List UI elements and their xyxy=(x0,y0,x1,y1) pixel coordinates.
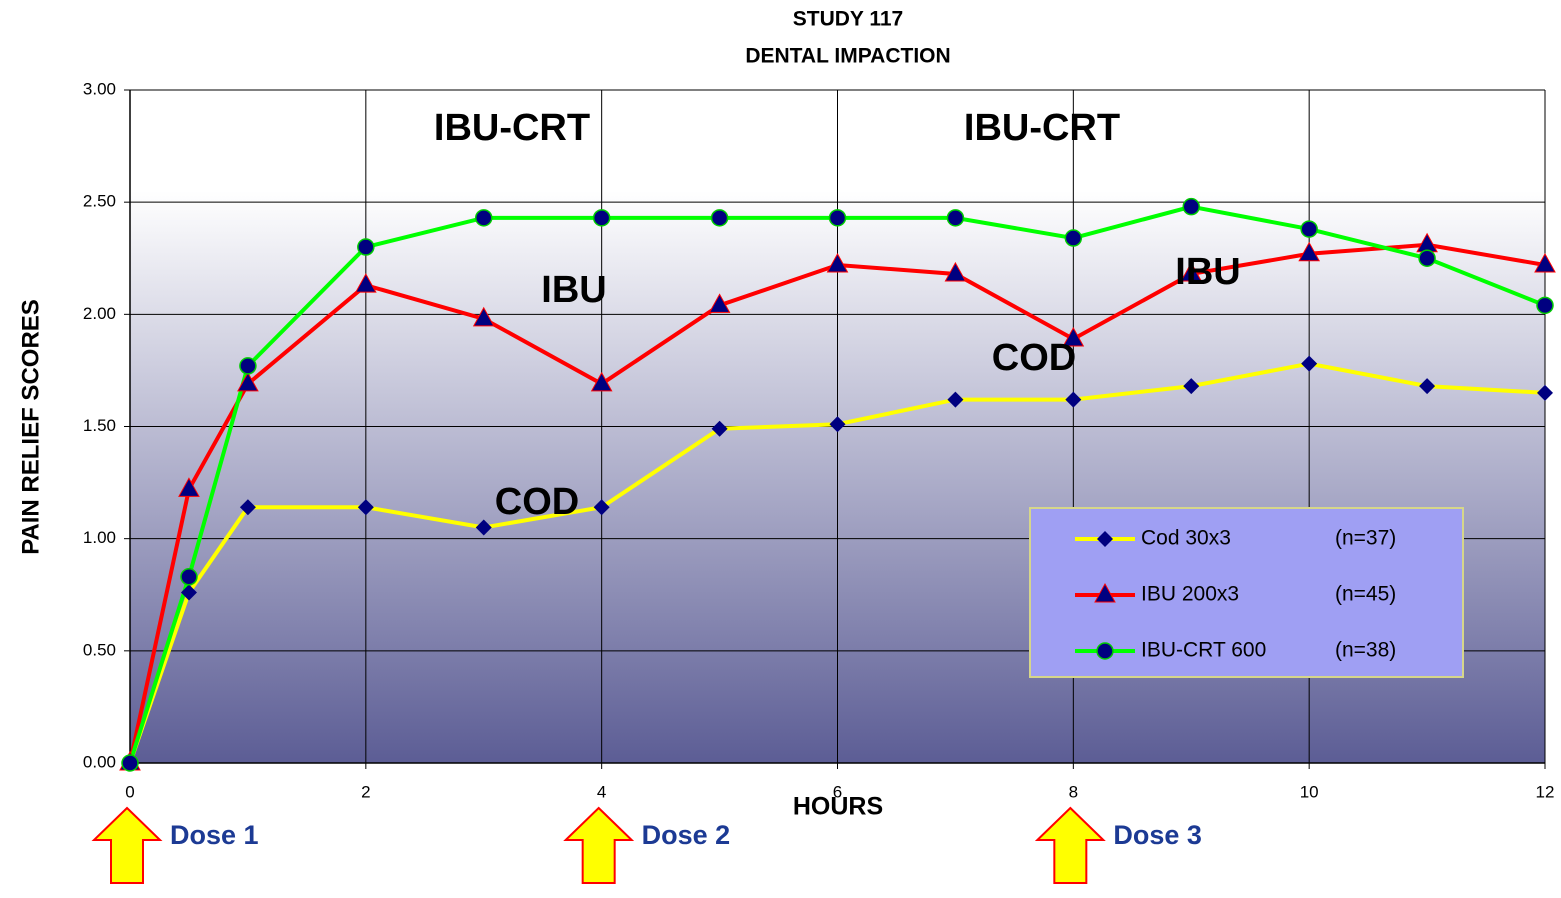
marker xyxy=(239,499,256,516)
marker xyxy=(1419,378,1436,395)
x-tick-label: 12 xyxy=(1536,782,1555,801)
marker xyxy=(1301,355,1318,372)
legend-sample: (n=37) xyxy=(1335,527,1396,550)
y-tick-label: 1.00 xyxy=(83,528,116,547)
marker xyxy=(1062,326,1085,347)
marker xyxy=(354,273,377,293)
marker xyxy=(357,238,375,256)
y-tick-label: 0.50 xyxy=(83,640,116,659)
legend-sample: (n=38) xyxy=(1335,639,1396,662)
marker xyxy=(178,477,200,497)
marker xyxy=(357,499,374,516)
marker xyxy=(239,357,257,375)
y-tick-label: 3.00 xyxy=(83,79,116,98)
marker xyxy=(711,420,728,437)
x-tick-label: 10 xyxy=(1300,782,1319,801)
marker xyxy=(237,371,259,392)
marker xyxy=(944,261,967,282)
marker xyxy=(593,499,610,516)
marker xyxy=(592,209,611,227)
y-tick-label: 2.00 xyxy=(83,304,116,323)
marker xyxy=(828,209,847,227)
annotation: IBU-CRT xyxy=(964,107,1120,149)
series-line xyxy=(128,361,1546,764)
x-tick-label: 4 xyxy=(597,782,606,801)
x-tick-label: 8 xyxy=(1069,782,1078,801)
marker xyxy=(826,252,849,273)
dose-label: Dose 2 xyxy=(642,820,731,850)
legend-marker xyxy=(1094,582,1116,603)
marker xyxy=(475,519,492,536)
dose-arrow xyxy=(91,806,163,884)
dose-arrow xyxy=(563,806,635,884)
marker xyxy=(1064,229,1083,247)
y-tick-label: 1.50 xyxy=(83,416,116,435)
legend-marker xyxy=(1097,531,1113,547)
annotation: IBU xyxy=(541,269,606,311)
series-line xyxy=(128,204,1546,764)
marker xyxy=(1537,384,1553,401)
marker xyxy=(180,568,198,586)
x-tick-label: 6 xyxy=(833,782,842,801)
x-tick-label: 2 xyxy=(361,782,370,801)
marker xyxy=(829,416,846,433)
marker xyxy=(1300,220,1318,238)
marker xyxy=(472,306,495,327)
chart-title: STUDY 117 xyxy=(793,8,904,31)
marker xyxy=(708,293,731,313)
legend-label: Cod 30x3 xyxy=(1141,527,1231,550)
x-axis-label: HOURS xyxy=(793,793,883,821)
legend-label: IBU-CRT 600 xyxy=(1141,639,1266,662)
marker xyxy=(1065,391,1082,408)
marker xyxy=(1180,261,1203,282)
marker xyxy=(947,391,964,408)
annotation: IBU-CRT xyxy=(434,107,590,149)
y-tick-label: 2.50 xyxy=(83,192,116,211)
legend-label: IBU 200x3 xyxy=(1141,583,1239,606)
y-tick-label: 0.00 xyxy=(83,752,116,771)
marker xyxy=(946,209,965,227)
marker xyxy=(1182,197,1200,216)
dose-label: Dose 1 xyxy=(170,820,259,850)
dose-arrow xyxy=(1034,806,1106,884)
marker xyxy=(475,209,493,227)
annotation: COD xyxy=(495,481,579,523)
dose-label: Dose 3 xyxy=(1113,820,1202,850)
marker xyxy=(121,754,139,772)
legend-marker xyxy=(1096,642,1114,660)
y-axis-label: PAIN RELIEF SCORES xyxy=(17,299,44,555)
annotation: COD xyxy=(992,337,1076,379)
marker xyxy=(1183,378,1200,395)
marker xyxy=(710,209,729,227)
chart-subtitle: DENTAL IMPACTION xyxy=(745,45,950,68)
marker xyxy=(1534,252,1556,273)
marker xyxy=(590,371,613,392)
x-tick-label: 0 xyxy=(125,782,134,801)
annotation: IBU xyxy=(1175,251,1240,293)
marker xyxy=(180,584,197,601)
legend-sample: (n=45) xyxy=(1335,583,1396,606)
series-line xyxy=(128,242,1546,764)
marker xyxy=(1418,249,1436,267)
marker xyxy=(1536,296,1554,315)
marker xyxy=(1298,241,1321,262)
